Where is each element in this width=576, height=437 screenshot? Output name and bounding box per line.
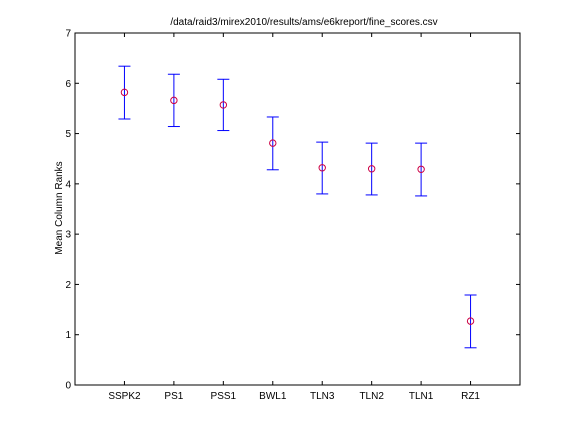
mean-marker-bwl1 xyxy=(269,139,277,147)
x-tick-label: TLN2 xyxy=(359,391,384,402)
mean-marker-tln2 xyxy=(367,165,376,173)
y-tick-label: 4 xyxy=(65,179,71,190)
x-tick-label: PSS1 xyxy=(211,391,237,402)
axes-box xyxy=(74,32,521,386)
x-tick-label: SSPK2 xyxy=(108,391,141,402)
y-axis-label: Mean Column Ranks xyxy=(54,161,65,254)
mean-marker-pss1 xyxy=(219,101,228,109)
x-tick-label: RZ1 xyxy=(461,391,480,402)
y-tick-label: 7 xyxy=(65,29,71,40)
x-tick-label: TLN1 xyxy=(409,391,434,402)
y-tick-label: 1 xyxy=(65,330,71,341)
y-tick-label: 2 xyxy=(65,280,71,291)
mean-marker-sspk2 xyxy=(120,88,129,97)
mean-marker-tln3 xyxy=(318,164,326,172)
mean-marker-ps1 xyxy=(170,96,178,105)
y-tick-label: 3 xyxy=(65,230,71,241)
plot-area: 0 1 2 3 4 5 6 7 SSPK2 PS1 PSS1 BWL1 TLN3 TLN2 TLN1 RZ1 xyxy=(65,29,521,402)
x-tick-label: PS1 xyxy=(164,391,183,402)
y-tick-label: 0 xyxy=(65,381,71,392)
mean-marker-tln1 xyxy=(417,165,425,173)
chart-title: /data/raid3/mirex2010/results/ams/e6krep… xyxy=(170,17,437,28)
y-tick-label: 6 xyxy=(65,79,71,90)
y-tick-label: 5 xyxy=(65,129,71,140)
mean-marker-rz1 xyxy=(466,317,475,325)
x-tick-label: TLN3 xyxy=(310,391,335,402)
x-tick-label: BWL1 xyxy=(259,391,287,402)
